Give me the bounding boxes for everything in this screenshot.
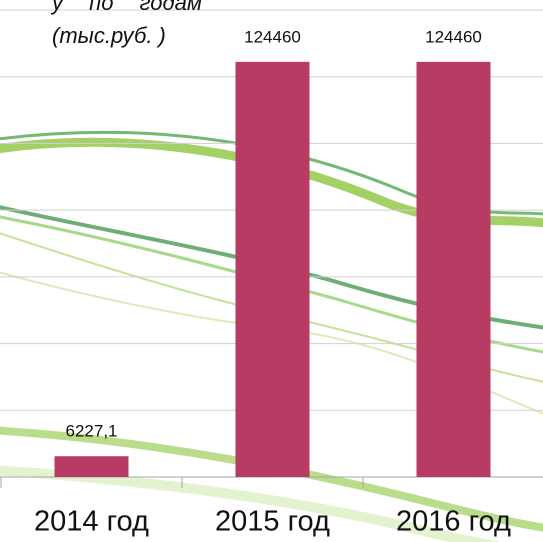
x-tick-label: 2016 год xyxy=(396,506,511,538)
value-label: 124460 xyxy=(244,27,301,46)
chart-title: у по годам (тыс.руб. ) xyxy=(52,0,202,48)
bar xyxy=(416,61,491,478)
bar xyxy=(235,61,310,478)
value-label: 124460 xyxy=(425,27,482,46)
x-tick-label: 2014 год xyxy=(34,506,149,538)
bar xyxy=(54,456,129,477)
x-tick-label: 2015 год xyxy=(215,506,330,538)
value-label: 6227,1 xyxy=(66,422,118,441)
